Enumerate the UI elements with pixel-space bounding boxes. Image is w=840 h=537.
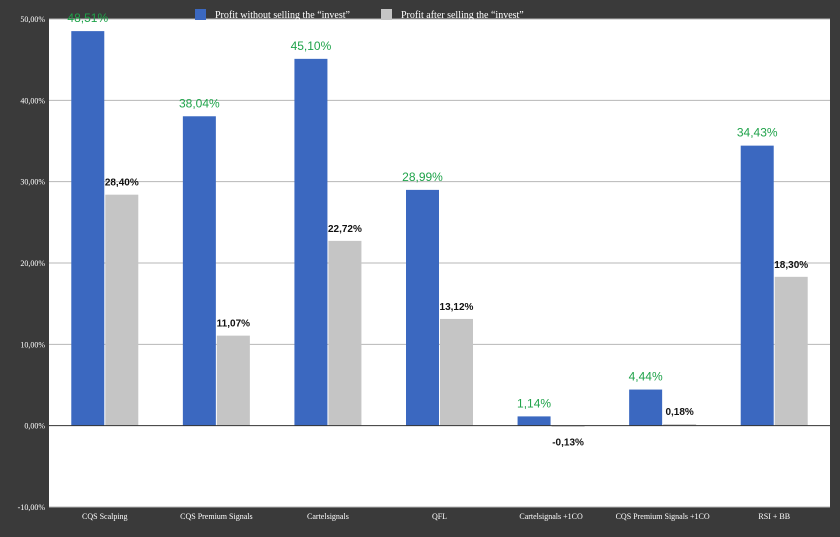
legend-label-series-1: Profit without selling the “invest” bbox=[215, 10, 350, 21]
bar-series-1 bbox=[629, 389, 663, 426]
data-label-series-1: 4,44% bbox=[629, 370, 663, 384]
bar-series-1 bbox=[406, 189, 439, 426]
x-tick-label: Cartelsignals +1CO bbox=[519, 512, 583, 521]
y-tick-label: 30,00% bbox=[20, 178, 45, 187]
bar-series-2 bbox=[105, 194, 139, 426]
x-tick-label: CQS Scalping bbox=[82, 512, 128, 521]
x-tick-label: QFL bbox=[432, 512, 447, 521]
bar-series-1 bbox=[71, 31, 105, 426]
bar-series-1 bbox=[182, 116, 216, 426]
bar-series-1 bbox=[517, 416, 551, 426]
bar-series-1 bbox=[294, 58, 328, 426]
gridlines bbox=[49, 18, 830, 508]
data-label-series-2: 18,30% bbox=[774, 260, 808, 271]
legend-swatch-series-1 bbox=[195, 9, 206, 20]
data-label-series-2: 28,40% bbox=[105, 178, 139, 189]
bars bbox=[71, 31, 808, 427]
y-tick-label: 50,00% bbox=[20, 15, 45, 24]
bar-series-2 bbox=[551, 425, 585, 427]
x-axis-tick-labels: CQS Scalping CQS Premium Signals Cartelsig… bbox=[82, 512, 790, 521]
bar-series-1 bbox=[740, 145, 774, 426]
legend-swatch-series-2 bbox=[381, 9, 392, 20]
legend-label-series-2: Profit after selling the “invest” bbox=[401, 10, 524, 21]
y-tick-label: -10,00% bbox=[18, 503, 46, 512]
bar-series-2 bbox=[440, 318, 473, 426]
data-label-series-1: 28,99% bbox=[402, 170, 443, 184]
y-axis-tick-labels: -10,00% 0,00% 10,00% 20,00% 30,00% 40,00% 50,0… bbox=[18, 15, 46, 512]
bar-series-2 bbox=[774, 276, 808, 426]
bar-series-2 bbox=[328, 240, 362, 426]
y-tick-label: 20,00% bbox=[20, 259, 45, 268]
x-tick-label: RSI + BB bbox=[758, 512, 790, 521]
data-label-series-2: -0,13% bbox=[552, 438, 584, 449]
bar-series-2 bbox=[663, 424, 697, 426]
x-tick-label: Cartelsignals bbox=[307, 512, 349, 521]
data-label-series-1: 48,51% bbox=[67, 11, 108, 25]
data-labels: 48,51% 28,40% 38,04% 11,07% 45,10% 22,72% 28,9… bbox=[67, 11, 808, 449]
data-label-series-1: 1,14% bbox=[517, 396, 551, 410]
bar-series-2 bbox=[216, 335, 250, 426]
y-tick-label: 10,00% bbox=[20, 340, 45, 349]
x-tick-label: CQS Premium Signals bbox=[180, 512, 252, 521]
data-label-series-2: 13,12% bbox=[440, 302, 474, 313]
legend: Profit without selling the “invest” Prof… bbox=[195, 9, 524, 21]
data-label-series-2: 0,18% bbox=[665, 407, 693, 418]
data-label-series-1: 34,43% bbox=[737, 126, 778, 140]
data-label-series-1: 38,04% bbox=[179, 96, 220, 110]
data-label-series-2: 11,07% bbox=[217, 319, 250, 330]
data-label-series-2: 22,72% bbox=[328, 224, 362, 235]
y-tick-label: 0,00% bbox=[24, 422, 45, 431]
x-tick-label: CQS Premium Signals +1CO bbox=[616, 512, 710, 521]
y-tick-label: 40,00% bbox=[20, 96, 45, 105]
data-label-series-1: 45,10% bbox=[291, 39, 332, 53]
